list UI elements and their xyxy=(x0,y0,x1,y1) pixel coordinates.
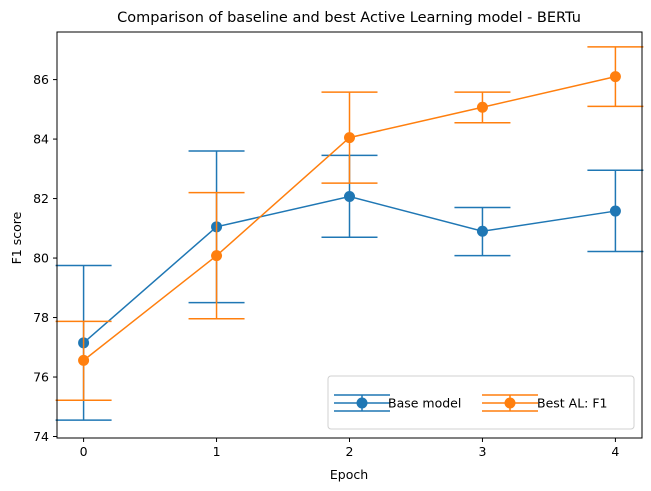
plot-frame xyxy=(56,31,643,439)
legend-item-1: Best AL: F1 xyxy=(482,394,608,412)
y-tick-label: 76 xyxy=(33,370,49,385)
legend: Base model Best AL: F1 xyxy=(327,375,635,430)
data-point xyxy=(476,101,488,113)
axis-ticks: 0 1 2 3 4 74 76 78 80 82 84 86 xyxy=(33,72,619,459)
y-tick-label: 80 xyxy=(33,251,49,266)
data-point xyxy=(344,190,355,202)
y-tick-label: 84 xyxy=(33,132,49,147)
data-point xyxy=(609,71,621,83)
legend-label: Best AL: F1 xyxy=(537,396,608,411)
legend-box xyxy=(327,375,635,430)
y-tick-label: 86 xyxy=(33,72,49,87)
series-1 xyxy=(55,46,644,401)
y-axis-label: F1 score xyxy=(9,211,24,264)
legend-label: Base model xyxy=(388,396,461,411)
data-point xyxy=(78,354,90,366)
y-tick-label: 74 xyxy=(33,429,49,444)
series-layer xyxy=(55,46,644,421)
legend-item-0: Base model xyxy=(334,394,461,412)
x-tick-label: 0 xyxy=(80,444,88,459)
x-tick-label: 4 xyxy=(611,444,619,459)
x-tick-label: 2 xyxy=(346,444,354,459)
y-tick-label: 82 xyxy=(33,191,49,206)
x-tick-label: 3 xyxy=(478,444,486,459)
data-point xyxy=(609,205,621,217)
legend-marker xyxy=(356,397,368,409)
x-tick-label: 1 xyxy=(213,444,221,459)
legend-marker xyxy=(504,397,516,409)
data-point xyxy=(476,225,488,237)
data-point xyxy=(344,132,355,144)
x-axis-label: Epoch xyxy=(330,467,368,482)
data-point xyxy=(211,250,223,262)
y-tick-label: 78 xyxy=(33,310,49,325)
chart-title: Comparison of baseline and best Active L… xyxy=(117,10,581,26)
